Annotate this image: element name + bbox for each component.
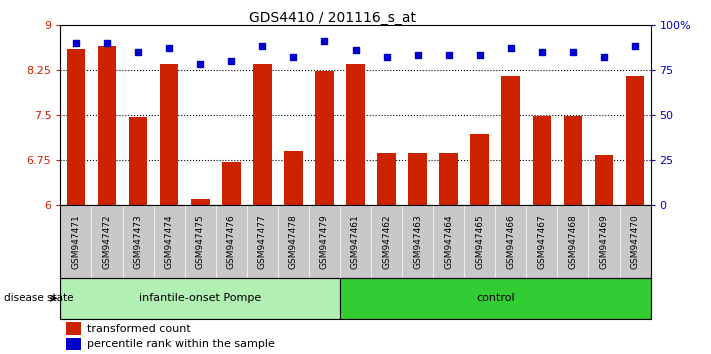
Bar (60, 278, 340, 319)
Text: GSM947469: GSM947469 (599, 214, 609, 269)
Text: GSM947470: GSM947470 (631, 214, 639, 269)
Text: control: control (476, 293, 515, 303)
Bar (533, 116, 551, 205)
Point (536, 49, 547, 55)
Bar (191, 199, 210, 205)
Point (164, 45, 175, 51)
Bar (222, 162, 240, 205)
Point (412, 53, 423, 58)
Text: GSM947475: GSM947475 (196, 214, 205, 269)
Bar (97, 46, 117, 205)
Text: GSM947464: GSM947464 (444, 214, 453, 269)
Text: GSM947471: GSM947471 (72, 214, 80, 269)
Text: GSM947473: GSM947473 (134, 214, 143, 269)
Text: GSM947474: GSM947474 (165, 214, 173, 269)
Bar (626, 76, 644, 205)
Bar (564, 116, 582, 205)
Text: disease state: disease state (4, 293, 73, 303)
Point (505, 45, 516, 51)
Text: GSM947466: GSM947466 (506, 214, 515, 269)
Point (629, 44, 641, 49)
Bar (66, 338, 81, 350)
Text: GSM947467: GSM947467 (538, 214, 546, 269)
Bar (594, 155, 614, 205)
Text: GSM947472: GSM947472 (102, 214, 112, 269)
Point (257, 44, 268, 49)
Text: GSM947463: GSM947463 (413, 214, 422, 269)
Text: GSM947479: GSM947479 (320, 214, 329, 269)
Text: infantile-onset Pompe: infantile-onset Pompe (139, 293, 262, 303)
Text: GSM947477: GSM947477 (258, 214, 267, 269)
Text: GSM947461: GSM947461 (351, 214, 360, 269)
Point (567, 49, 579, 55)
Point (288, 55, 299, 60)
Text: GSM947462: GSM947462 (382, 214, 391, 269)
Bar (160, 64, 178, 205)
Bar (408, 153, 427, 205)
Bar (315, 71, 333, 205)
Text: GSM947465: GSM947465 (475, 214, 484, 269)
Bar (129, 117, 147, 205)
Bar (439, 153, 458, 205)
Point (350, 47, 361, 53)
Text: percentile rank within the sample: percentile rank within the sample (87, 339, 275, 349)
Bar (66, 322, 81, 335)
Point (70, 40, 82, 46)
Point (225, 58, 237, 64)
Point (598, 55, 609, 60)
Point (319, 38, 330, 44)
Bar (67, 49, 85, 205)
Text: GSM947468: GSM947468 (568, 214, 577, 269)
Bar (378, 153, 396, 205)
Bar (284, 151, 303, 205)
Bar (471, 134, 489, 205)
Bar (501, 76, 520, 205)
Bar (253, 64, 272, 205)
Point (195, 62, 206, 67)
Bar (346, 64, 365, 205)
Point (132, 49, 144, 55)
Text: transformed count: transformed count (87, 324, 191, 333)
Point (381, 55, 392, 60)
Text: GSM947476: GSM947476 (227, 214, 236, 269)
Point (443, 53, 454, 58)
Bar (340, 278, 651, 319)
Text: GDS4410 / 201116_s_at: GDS4410 / 201116_s_at (249, 11, 416, 25)
Point (102, 40, 113, 46)
Point (474, 53, 486, 58)
Text: GSM947478: GSM947478 (289, 214, 298, 269)
